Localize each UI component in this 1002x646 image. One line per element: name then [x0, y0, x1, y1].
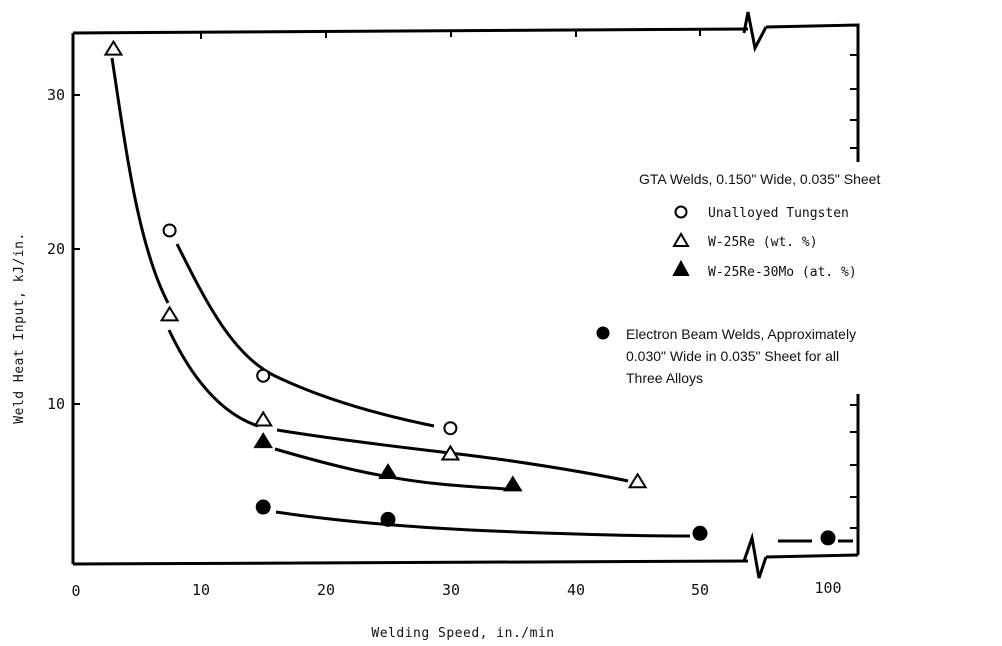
x-tick-label: 100	[814, 579, 841, 597]
y-ticks-left	[73, 94, 80, 405]
legend-open-circle-icon	[674, 205, 688, 219]
x-ticks-top	[200, 29, 701, 39]
top-axis-break	[742, 11, 768, 53]
x-tick-label: 10	[192, 581, 210, 599]
x-tick-label: 30	[442, 581, 460, 599]
data-point-w-25re-wt	[627, 472, 648, 489]
x-tick-label: 50	[691, 581, 709, 599]
x-tick-label: 20	[317, 581, 335, 599]
data-point-electron-beam	[255, 499, 271, 515]
curve-w25re30mo	[274, 447, 506, 491]
legend-label-unalloyed-tungsten: Unalloyed Tungsten	[708, 206, 849, 221]
legend-gta-heading: GTA Welds, 0.150" Wide, 0.035" Sheet	[639, 171, 880, 187]
data-point-w-25re-30mo-at	[253, 432, 273, 449]
bottom-axis-break	[742, 532, 768, 579]
y-tick-labels: 30 20 10	[47, 86, 65, 413]
data-point-electron-beam	[380, 511, 396, 527]
data-point-unalloyed-tungsten	[256, 368, 271, 383]
curve-w25re-upper	[110, 57, 170, 304]
curve-unalloyed-tungsten	[175, 243, 435, 428]
legend-eb-line-3: Three Alloys	[626, 370, 703, 386]
x-axis-title: Welding Speed, in./min	[371, 626, 554, 641]
frame-bottom-right-edge	[765, 553, 859, 559]
curve-electron-beam	[275, 510, 691, 538]
x-tick-label: 40	[567, 581, 585, 599]
data-point-w-25re-wt	[440, 444, 461, 461]
legend: GTA Welds, 0.150" Wide, 0.035" Sheet Una…	[596, 171, 880, 386]
data-point-w-25re-wt	[253, 410, 273, 427]
x-tick-label: 0	[71, 582, 80, 600]
data-point-electron-beam	[820, 530, 836, 546]
data-point-w-25re-30mo-at	[378, 463, 398, 479]
frame-top-right-edge	[765, 23, 860, 162]
legend-label-w25re30mo: W-25Re-30Mo (at. %)	[708, 265, 857, 280]
y-tick-label: 20	[47, 240, 65, 258]
legend-open-triangle-icon	[672, 232, 690, 247]
data-point-unalloyed-tungsten	[443, 421, 458, 436]
y-ticks-right	[850, 54, 858, 529]
data-point-electron-beam	[692, 525, 708, 541]
data-point-w-25re-wt	[103, 39, 124, 56]
trend-curves	[110, 57, 853, 543]
y-tick-label: 30	[47, 86, 65, 104]
curve-w25re-lower	[167, 329, 259, 428]
data-point-w-25re-30mo-at	[503, 475, 523, 492]
data-point-w-25re-wt	[159, 305, 180, 322]
x-tick-labels: 0 10 20 30 40 50 100	[71, 579, 841, 600]
plot-frame	[71, 23, 860, 566]
curve-w25re-tail	[276, 428, 629, 483]
legend-eb-line-1: Electron Beam Welds, Approximately	[626, 326, 856, 342]
legend-filled-triangle-icon	[672, 259, 690, 276]
y-axis-title: Weld Heat Input, kJ/in.	[12, 232, 27, 424]
legend-eb-line-2: 0.030" Wide in 0.035" Sheet for all	[626, 348, 839, 364]
frame-top-edge	[72, 27, 749, 35]
y-tick-label: 10	[47, 395, 65, 413]
frame-bottom-axis	[72, 559, 749, 566]
data-markers	[103, 39, 836, 546]
data-point-unalloyed-tungsten	[162, 223, 177, 238]
legend-filled-circle-icon	[596, 326, 610, 340]
legend-label-w25re: W-25Re (wt. %)	[708, 235, 818, 250]
